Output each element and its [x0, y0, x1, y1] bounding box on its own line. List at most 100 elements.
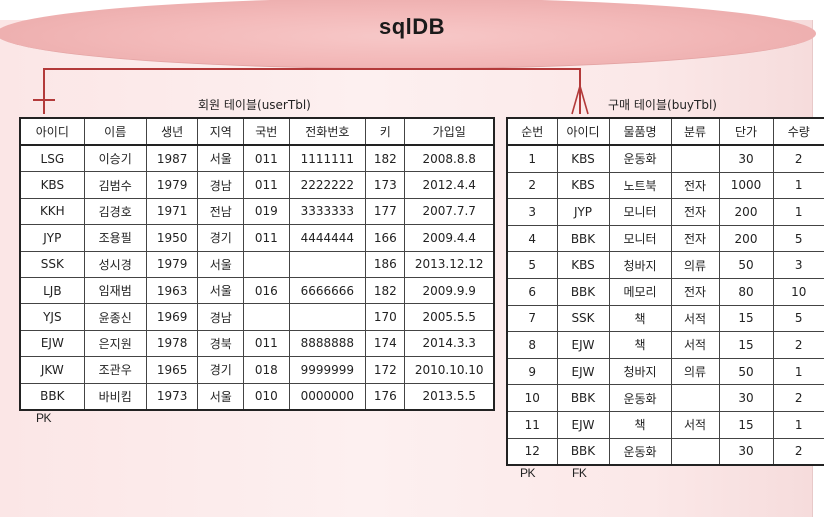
user-table-cell: 1971: [145, 197, 199, 226]
buy-table-cell: 2: [772, 331, 824, 359]
user-table-header-row: 아이디 이름 생년 지역 국번 전화번호 키 가입일: [19, 117, 495, 146]
user-table-cell: 2009.9.9: [404, 276, 495, 305]
buy-table-cell: 전자: [670, 224, 720, 253]
buy-table-row: 2 KBS 노트북 전자 1000 1: [506, 171, 824, 200]
buy-table-row: 9 EJW 청바지 의류 50 1: [506, 357, 824, 386]
buy-table-caption: 구매 테이블(buyTbl): [608, 98, 717, 112]
user-table-cell: LJB: [19, 276, 85, 305]
buy-table-cell: BBK: [556, 277, 610, 306]
buy-table-cell: 1: [772, 171, 824, 200]
user-table-cell: 경남: [197, 171, 245, 199]
user-table-cell: 2010.10.10: [404, 356, 495, 384]
buy-table-cell: 10: [506, 384, 558, 412]
user-table-cell: 2013.12.12: [404, 250, 495, 278]
user-table-cell: 174: [365, 329, 406, 358]
user-table-cell: 2009.4.4: [404, 224, 495, 252]
user-table-row: KKH 김경호 1971 전남 019 3333333 177 2007.7.7: [19, 197, 495, 226]
user-table-row: BBK 바비킴 1973 서울 010 0000000 176 2013.5.5: [19, 382, 495, 411]
buy-table-cell: [670, 384, 720, 412]
buy-table-cell: 15: [718, 331, 774, 359]
database-title: sqlDB: [378, 14, 446, 39]
user-table-cell: 1965: [145, 356, 199, 384]
buy-table-cell: 9: [506, 357, 558, 386]
buy-table-cell: 책: [608, 410, 672, 439]
buy-table-header-row: 순번 아이디 물품명 분류 단가 수량: [506, 117, 824, 146]
relation-line-right: [579, 68, 581, 114]
user-table-column-header: 국번: [243, 117, 290, 146]
user-table-cell: 윤종신: [83, 303, 147, 331]
user-table-cell: 9999999: [288, 356, 367, 384]
buy-table-cell: 8: [506, 331, 558, 359]
user-table-cell: 1969: [145, 303, 199, 331]
user-table-cell: 173: [365, 171, 406, 199]
user-table-row: LJB 임재범 1963 서울 016 6666666 182 2009.9.9: [19, 276, 495, 305]
user-table-cell: 2013.5.5: [404, 382, 495, 411]
buy-table-cell: 서적: [670, 331, 720, 359]
buy-table: 순번 아이디 물품명 분류 단가 수량 1 KBS 운동화 30 2 2 KBS 노트북 전자 1000 1 3…: [506, 117, 824, 467]
user-table-cell: 은지원: [83, 329, 147, 358]
user-table-cell: 서울: [197, 144, 245, 173]
buy-table-row: 1 KBS 운동화 30 2: [506, 144, 824, 173]
user-table-cell: 경북: [197, 329, 245, 358]
buy-table-cell: EJW: [556, 331, 610, 359]
buy-table-cell: 2: [772, 144, 824, 173]
buy-table-cell: 1: [772, 198, 824, 226]
user-table-cell: 177: [365, 197, 406, 226]
user-table-cell: [288, 250, 367, 278]
user-table-cell: EJW: [19, 329, 85, 358]
buy-table-cell: 50: [718, 357, 774, 386]
user-table-cell: 이승기: [83, 144, 147, 173]
user-table-cell: 016: [243, 276, 290, 305]
user-table-cell: 018: [243, 356, 290, 384]
buy-table-cell: 15: [718, 410, 774, 439]
buy-table-cell: [670, 144, 720, 173]
user-table-cell: 바비킴: [83, 382, 147, 411]
user-table-cell: 1979: [145, 250, 199, 278]
buy-table-column-header: 수량: [772, 117, 824, 146]
buy-table-cell: KBS: [556, 251, 610, 279]
user-table-cell: KBS: [19, 171, 85, 199]
user-table-cell: 전남: [197, 197, 245, 226]
user-table-column-header: 생년: [145, 117, 199, 146]
user-table-pk-label: PK: [36, 411, 52, 425]
user-table-cell: 011: [243, 329, 290, 358]
user-table-row: EJW 은지원 1978 경북 011 8888888 174 2014.3.3: [19, 329, 495, 358]
buy-table-cell: 5: [772, 304, 824, 333]
user-table-cell: 011: [243, 171, 290, 199]
buy-table-cell: 1: [506, 144, 558, 173]
buy-table-row: 10 BBK 운동화 30 2: [506, 384, 824, 412]
buy-table-column-header: 물품명: [608, 117, 672, 146]
buy-table-cell: 전자: [670, 277, 720, 306]
buy-table-cell: BBK: [556, 437, 610, 466]
user-table-cell: 2008.8.8: [404, 144, 495, 173]
buy-table-column-header: 단가: [718, 117, 774, 146]
user-table-column-header: 키: [365, 117, 406, 146]
buy-table-cell: 30: [718, 437, 774, 466]
user-table: 아이디 이름 생년 지역 국번 전화번호 키 가입일 LSG 이승기 1987 서울 011 11111…: [19, 117, 495, 411]
buy-table-cell: 운동화: [608, 144, 672, 173]
buy-table-cell: 의류: [670, 251, 720, 279]
user-table-cell: 170: [365, 303, 406, 331]
buy-table-cell: EJW: [556, 410, 610, 439]
relation-many-marker: [571, 86, 589, 115]
buy-table-cell: 1: [772, 410, 824, 439]
user-table-cell: 172: [365, 356, 406, 384]
buy-table-fk-label: FK: [572, 466, 587, 480]
buy-table-cell: KBS: [556, 144, 610, 173]
user-table-cell: 186: [365, 250, 406, 278]
buy-table-cell: 1000: [718, 171, 774, 200]
buy-table-cell: 3: [506, 198, 558, 226]
user-table-cell: 경기: [197, 224, 245, 252]
buy-table-row: 7 SSK 책 서적 15 5: [506, 304, 824, 333]
user-table-caption: 회원 테이블(userTbl): [198, 98, 311, 112]
user-table-cell: YJS: [19, 303, 85, 331]
user-table-cell: 2222222: [288, 171, 367, 199]
buy-table-cell: 2: [506, 171, 558, 200]
buy-table-cell: 5: [506, 251, 558, 279]
user-table-cell: 서울: [197, 276, 245, 305]
buy-table-cell: 11: [506, 410, 558, 439]
user-table-row: JYP 조용필 1950 경기 011 4444444 166 2009.4.4: [19, 224, 495, 252]
user-table-row: KBS 김범수 1979 경남 011 2222222 173 2012.4.4: [19, 171, 495, 199]
buy-table-cell: SSK: [556, 304, 610, 333]
buy-table-row: 6 BBK 메모리 전자 80 10: [506, 277, 824, 306]
